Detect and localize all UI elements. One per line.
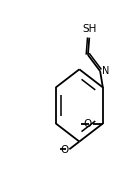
Text: O: O [60, 145, 68, 155]
Text: N: N [102, 66, 110, 76]
Text: SH: SH [83, 24, 97, 34]
Text: O: O [83, 118, 92, 128]
Text: OMe: OMe [80, 122, 84, 124]
